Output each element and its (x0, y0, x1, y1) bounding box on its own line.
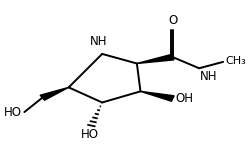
Text: OH: OH (175, 92, 193, 105)
Polygon shape (40, 87, 69, 100)
Text: O: O (168, 14, 177, 27)
Polygon shape (137, 54, 174, 64)
Text: NH: NH (90, 35, 107, 48)
Text: CH₃: CH₃ (226, 56, 246, 66)
Polygon shape (140, 91, 174, 101)
Text: HO: HO (81, 128, 99, 141)
Text: HO: HO (4, 106, 21, 119)
Text: NH: NH (200, 70, 218, 83)
